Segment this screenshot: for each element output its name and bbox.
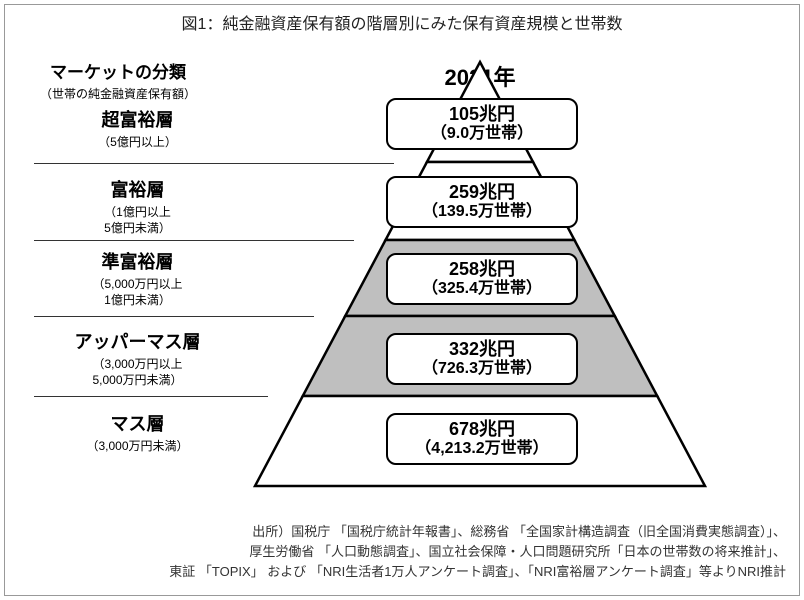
figure-title: 図1：純金融資産保有額の階層別にみた保有資産規模と世帯数 (0, 10, 804, 34)
tier-label-2: 富裕層 （1億円以上 5億円未満） (40, 180, 235, 236)
tier-name: 富裕層 (40, 180, 235, 202)
tier-amount: 259兆円 (388, 182, 576, 203)
tier-label-3: 準富裕層 （5,000万円以上 1億円未満） (40, 252, 235, 308)
tier-data-box-4: 332兆円 （726.3万世帯） (386, 333, 578, 385)
tier-name: マス層 (40, 414, 235, 436)
source-line-2: 厚生労働省 「人口動態調査」、国立社会保障・人口問題研究所「日本の世帯数の将来推… (0, 542, 786, 562)
market-header-sub: （世帯の純金融資産保有額） (40, 85, 196, 102)
tier-data-box-5: 678兆円 （4,213.2万世帯） (386, 413, 578, 465)
tier-households: （9.0万世帯） (388, 125, 576, 143)
market-classification-header: マーケットの分類 （世帯の純金融資産保有額） (40, 58, 196, 102)
market-header-main: マーケットの分類 (40, 58, 196, 83)
tier-range2: 5,000万円未満） (40, 372, 235, 388)
tier-households: （325.4万世帯） (388, 280, 576, 298)
tier-range: （5,000万円以上 (40, 276, 235, 292)
divider-rule-3 (34, 316, 314, 317)
source-citation: 出所）国税庁 「国税庁統計年報書」、総務省 「全国家計構造調査（旧全国消費実態調… (0, 522, 800, 582)
tier-households: （726.3万世帯） (388, 360, 576, 378)
tier-households: （139.5万世帯） (388, 203, 576, 221)
tier-range: （5億円以上） (40, 134, 235, 150)
tier-amount: 258兆円 (388, 259, 576, 280)
tier-label-1: 超富裕層 （5億円以上） (40, 110, 235, 150)
tier-amount: 678兆円 (388, 419, 576, 440)
tier-label-4: アッパーマス層 （3,000万円以上 5,000万円未満） (40, 332, 235, 388)
divider-rule-2 (34, 240, 354, 241)
tier-data-box-1: 105兆円 （9.0万世帯） (386, 98, 578, 150)
tier-data-box-2: 259兆円 （139.5万世帯） (386, 176, 578, 228)
tier-name: アッパーマス層 (40, 332, 235, 354)
tier-name: 超富裕層 (40, 110, 235, 132)
tier-label-5: マス層 （3,000万円未満） (40, 414, 235, 454)
tier-data-box-3: 258兆円 （325.4万世帯） (386, 253, 578, 305)
tier-range: （3,000万円未満） (40, 438, 235, 454)
tier-amount: 105兆円 (388, 104, 576, 125)
source-line-3: 東証 「TOPIX」 および 「NRI生活者1万人アンケート調査」、「NRI富裕… (0, 562, 786, 582)
tier-amount: 332兆円 (388, 339, 576, 360)
tier-name: 準富裕層 (40, 252, 235, 274)
tier-range: （1億円以上 (40, 204, 235, 220)
divider-rule-1 (34, 163, 394, 164)
tier-range2: 5億円未満） (40, 220, 235, 236)
tier-households: （4,213.2万世帯） (388, 440, 576, 458)
tier-range2: 1億円未満） (40, 292, 235, 308)
tier-range: （3,000万円以上 (40, 356, 235, 372)
source-line-1: 出所）国税庁 「国税庁統計年報書」、総務省 「全国家計構造調査（旧全国消費実態調… (0, 522, 786, 542)
divider-rule-4 (34, 396, 268, 397)
